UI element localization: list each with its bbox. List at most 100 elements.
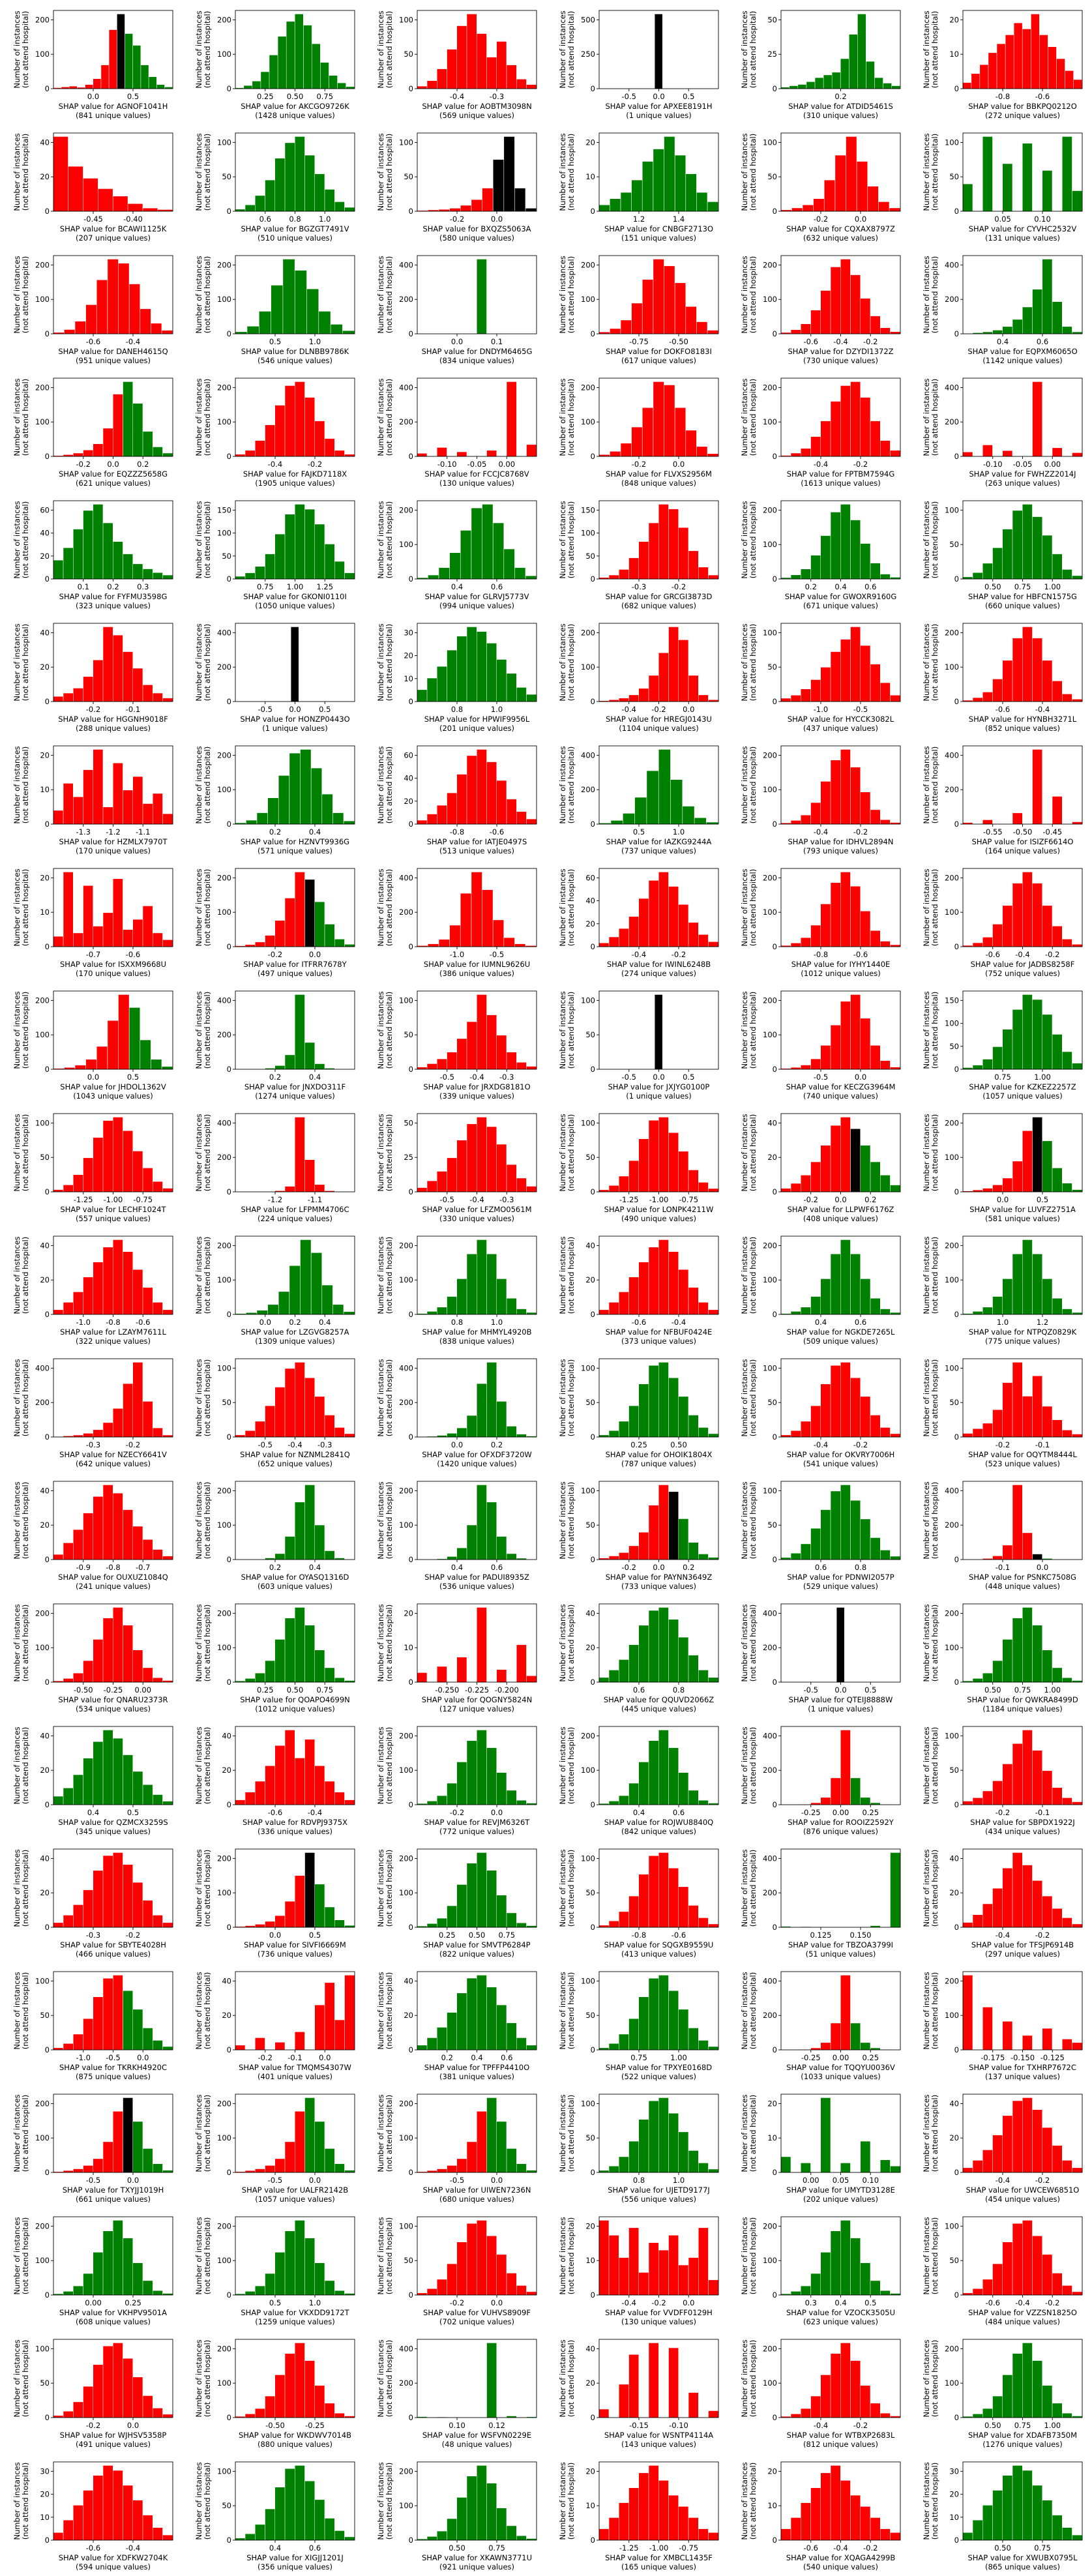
histogram-bar	[668, 1747, 679, 1805]
y-tick-label: 20	[40, 2490, 50, 2499]
y-tick-label: 0	[45, 2290, 50, 2300]
x-tick-label: -0.25	[104, 1685, 123, 1695]
histogram-bar	[890, 822, 900, 824]
y-tick-label: 0	[227, 574, 231, 584]
x-tick-label: 0.5	[864, 1685, 876, 1695]
unique-values-label: (408 unique values)	[803, 1214, 878, 1223]
histogram-bar	[315, 1766, 325, 1805]
y-tick-label: 0	[954, 574, 959, 584]
histogram-bar	[73, 2169, 83, 2172]
histogram-bar	[649, 880, 658, 947]
y-tick-label: 0	[954, 2536, 959, 2545]
histogram-bar	[255, 1924, 265, 1927]
histogram-bar	[467, 2142, 477, 2172]
x-tick-label: 0.4	[309, 1073, 321, 1082]
histogram-bar	[982, 332, 993, 334]
histogram-bar	[639, 688, 649, 702]
histogram-bar	[486, 643, 497, 702]
histogram-bar	[850, 2023, 861, 2050]
x-axis-label: SHAP value for UJETD9177J	[608, 2185, 710, 2195]
histogram-bar	[516, 1434, 527, 1437]
plot-frame	[417, 1726, 537, 1805]
x-tick-label: 0.0	[137, 2053, 149, 2062]
histogram-bar	[982, 445, 993, 456]
histogram-bar	[437, 1059, 447, 1069]
x-axis-label: SHAP value for HPWIF9956L	[424, 715, 530, 724]
y-axis-label: Number of instances	[922, 378, 931, 456]
x-tick-label: 0.12	[488, 2421, 505, 2430]
histogram-bar	[315, 2500, 325, 2540]
y-tick-label: 200	[399, 1731, 413, 1740]
y-tick-label: 200	[763, 505, 777, 514]
histogram-bar	[861, 2386, 870, 2418]
y-axis-label: (not attend hospital)	[385, 256, 394, 333]
histogram-bar	[315, 1525, 325, 1560]
histogram-bar	[653, 259, 664, 334]
histogram-bar	[810, 555, 821, 579]
unique-values-label: (1104 unique values)	[619, 724, 698, 733]
x-tick-label: 0.6	[501, 2053, 512, 2062]
histogram-bar	[658, 2480, 669, 2540]
y-tick-label: 50	[585, 1030, 595, 1039]
histogram-bar	[1003, 906, 1012, 947]
y-axis-label: Number of instances	[12, 1972, 22, 2049]
histogram-bar	[668, 509, 679, 579]
x-axis-label: SHAP value for DNDYM6465G	[422, 347, 533, 356]
y-axis-label: Number of instances	[922, 10, 931, 88]
x-axis-label: SHAP value for BBKPQ0212O	[968, 102, 1077, 111]
y-axis-label: (not attend hospital)	[203, 1482, 212, 1559]
histogram-bar	[83, 769, 93, 824]
x-axis-label: SHAP value for ROJWU8840Q	[604, 1818, 713, 1827]
histogram-bar	[973, 2160, 982, 2172]
histogram-bar	[982, 2408, 993, 2418]
histogram-bar	[315, 2005, 325, 2050]
y-axis-label: Number of instances	[922, 2462, 931, 2539]
y-tick-label: 50	[585, 2011, 595, 2020]
histogram-bar	[619, 2384, 629, 2418]
y-axis-label: Number of instances	[558, 1726, 567, 1804]
histogram-bar	[497, 780, 507, 824]
unique-values-label: (373 unique values)	[621, 1337, 696, 1346]
histogram-bar	[857, 14, 866, 89]
histogram-bar	[427, 678, 437, 702]
unique-values-label: (288 unique values)	[76, 724, 151, 733]
y-tick-label: 0	[591, 1678, 595, 1687]
histogram-bar	[526, 2292, 537, 2295]
histogram-bar	[417, 1187, 427, 1192]
histogram-bar	[1042, 2127, 1052, 2172]
y-tick-label: 100	[763, 2256, 777, 2265]
histogram-bar	[639, 1139, 649, 1192]
histogram-bar	[1022, 2343, 1033, 2418]
histogram-bar	[1022, 1131, 1033, 1192]
x-axis-label: SHAP value for HZMLX7970T	[59, 837, 168, 846]
x-tick-label: -0.6	[1035, 92, 1050, 101]
x-tick-label: 0.25	[862, 1808, 879, 1817]
plot-frame	[417, 1481, 537, 1560]
x-tick-label: 0.0	[127, 2421, 139, 2430]
histogram-bar	[428, 210, 439, 211]
histogram-bar	[850, 520, 861, 579]
y-axis-label: (not attend hospital)	[567, 379, 576, 456]
y-tick-label: 40	[404, 1976, 413, 1985]
y-tick-label: 10	[585, 2501, 595, 2510]
histogram-bar	[315, 1650, 325, 1682]
histogram-bar	[295, 994, 305, 1069]
histogram-bar	[493, 920, 504, 947]
histogram-bar	[344, 1680, 355, 1682]
x-tick-label: -0.4	[814, 2421, 828, 2430]
y-tick-label: 100	[217, 138, 231, 147]
x-tick-label: 0.5	[127, 1073, 139, 1082]
y-tick-label: 100	[945, 1019, 959, 1028]
histogram-bar	[504, 938, 515, 947]
histogram-bar	[664, 385, 675, 456]
histogram-bar	[113, 879, 123, 947]
histogram-bar	[245, 1430, 255, 1437]
histogram-bar	[679, 2009, 688, 2050]
histogram-bar	[457, 636, 467, 702]
y-tick-label: 100	[217, 529, 231, 538]
x-axis-label: SHAP value for XMBCL1435F	[605, 2553, 713, 2562]
